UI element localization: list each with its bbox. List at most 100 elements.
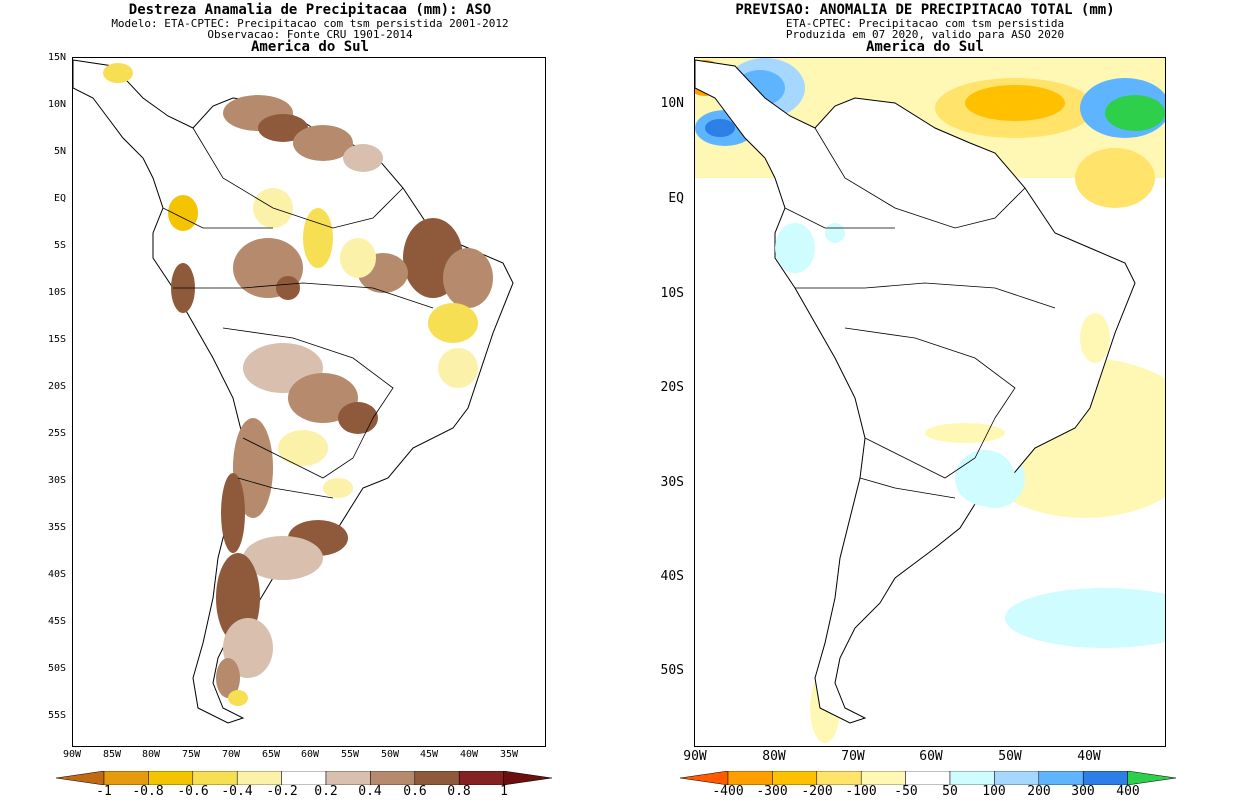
right-region-label: America do Sul xyxy=(865,39,984,55)
left-colorbar: -1 -0.8 -0.6 -0.4 -0.2 0.2 0.4 0.6 0.8 1 xyxy=(55,770,556,802)
left-colorbar-bin-3 xyxy=(192,770,238,786)
right-lat-10n: 10N xyxy=(660,96,684,111)
right-map xyxy=(694,57,1166,747)
right-colorbar-bin-3 xyxy=(816,770,862,786)
left-lat-eq: EQ xyxy=(53,193,66,204)
left-lon-80w: 80W xyxy=(141,749,161,760)
left-colorbar-bin-5 xyxy=(281,770,327,786)
right-cb-label-1: -400 xyxy=(712,784,744,799)
left-map xyxy=(72,57,546,747)
left-lat-5s: 5S xyxy=(53,240,66,251)
left-lon-35w: 35W xyxy=(499,749,519,760)
left-cb-label-10: 1 xyxy=(500,784,508,799)
left-lat-15n: 15N xyxy=(47,52,66,63)
right-lat-20s: 20S xyxy=(660,380,684,395)
negative-skill-areas xyxy=(103,63,478,706)
left-lat-30s: 30S xyxy=(47,475,66,486)
left-lat-10n: 10N xyxy=(47,99,66,110)
right-panel: PREVISAO: ANOMALIA DE PRECIPITACAO TOTAL… xyxy=(620,0,1240,802)
left-colorbar-bin-6 xyxy=(325,770,371,786)
right-title: PREVISAO: ANOMALIA DE PRECIPITACAO TOTAL… xyxy=(735,2,1115,18)
right-title-block: PREVISAO: ANOMALIA DE PRECIPITACAO TOTAL… xyxy=(660,2,1190,54)
land-anomaly-fields xyxy=(775,223,1110,506)
left-cb-label-5: -0.2 xyxy=(266,784,298,799)
left-colorbar-bin-7 xyxy=(370,770,416,786)
country-borders-right xyxy=(784,127,1056,499)
right-lat-50s: 50S xyxy=(660,663,684,678)
right-colorbar-bin-5 xyxy=(905,770,951,786)
left-cb-label-3: -0.6 xyxy=(177,784,209,799)
right-colorbar-bin-2 xyxy=(772,770,818,786)
left-lat-40s: 40S xyxy=(47,569,66,580)
right-colorbar-bin-1 xyxy=(727,770,773,786)
left-subtitle-model: Modelo: ETA-CPTEC: Precipitacao com tsm … xyxy=(111,17,509,30)
left-lon-60w: 60W xyxy=(300,749,320,760)
right-colorbar-bin-6 xyxy=(949,770,995,786)
right-colorbar-bin-8 xyxy=(1038,770,1084,786)
left-colorbar-bin-1 xyxy=(103,770,149,786)
left-colorbar-tri-left xyxy=(55,770,105,786)
right-colorbar-tri-left xyxy=(679,770,729,786)
left-lon-50w: 50W xyxy=(380,749,400,760)
right-lat-30s: 30S xyxy=(660,475,684,490)
country-borders-left xyxy=(162,127,434,499)
left-lat-55s: 55S xyxy=(47,710,66,721)
right-cb-label-8: 200 xyxy=(1027,784,1051,799)
left-colorbar-bin-8 xyxy=(414,770,460,786)
right-colorbar-svg xyxy=(679,770,1177,786)
left-lon-85w: 85W xyxy=(102,749,122,760)
left-lon-55w: 55W xyxy=(340,749,360,760)
left-cb-label-6: 0.2 xyxy=(314,784,338,799)
right-lon-70w: 70W xyxy=(841,749,865,764)
right-colorbar-bin-7 xyxy=(994,770,1040,786)
left-lon-45w: 45W xyxy=(419,749,439,760)
right-cb-label-2: -300 xyxy=(756,784,788,799)
right-map-svg xyxy=(695,58,1165,743)
left-subtitle-observation: Observacao: Fonte CRU 1901-2014 xyxy=(207,28,413,41)
right-subtitle-validity: Produzida em 07 2020, valido para ASO 20… xyxy=(785,28,1065,41)
left-lat-45s: 45S xyxy=(47,616,66,627)
left-cb-label-9: 0.8 xyxy=(447,784,471,799)
left-title: Destreza Anamalia de Precipitacaa (mm): … xyxy=(128,2,492,18)
right-lat-eq: EQ xyxy=(668,191,684,206)
right-lon-40w: 40W xyxy=(1077,749,1101,764)
left-colorbar-bin-9 xyxy=(458,770,504,786)
left-colorbar-bin-2 xyxy=(148,770,194,786)
left-lat-50s: 50S xyxy=(47,663,66,674)
right-lon-50w: 50W xyxy=(998,749,1022,764)
right-subtitle-model: ETA-CPTEC: Precipitacao com tsm persisti… xyxy=(785,17,1065,30)
south-america-land-right xyxy=(695,59,1136,724)
left-lat-5n: 5N xyxy=(53,146,66,157)
left-lat-20s: 20S xyxy=(47,381,66,392)
right-cb-label-9: 300 xyxy=(1071,784,1095,799)
left-lat-35s: 35S xyxy=(47,522,66,533)
right-colorbar-tri-right xyxy=(1127,770,1177,786)
left-lat-25s: 25S xyxy=(47,428,66,439)
left-cb-label-7: 0.4 xyxy=(358,784,382,799)
left-map-svg xyxy=(73,59,514,724)
right-cb-label-5: -50 xyxy=(894,784,918,799)
left-region-label: America do Sul xyxy=(250,39,369,55)
left-cb-label-4: -0.4 xyxy=(221,784,253,799)
right-lat-40s: 40S xyxy=(660,569,684,584)
right-lon-60w: 60W xyxy=(919,749,943,764)
right-cb-label-7: 100 xyxy=(982,784,1006,799)
left-colorbar-svg xyxy=(55,770,553,786)
left-cb-label-1: -1 xyxy=(96,784,112,799)
left-lon-70w: 70W xyxy=(221,749,241,760)
left-colorbar-bin-4 xyxy=(236,770,282,786)
right-colorbar-bin-9 xyxy=(1082,770,1128,786)
left-cb-label-8: 0.6 xyxy=(403,784,427,799)
left-colorbar-tri-right xyxy=(503,770,553,786)
left-lat-15s: 15S xyxy=(47,334,66,345)
left-lon-65w: 65W xyxy=(261,749,281,760)
right-colorbar: -400 -300 -200 -100 -50 50 100 200 300 4… xyxy=(679,770,1180,802)
right-lon-90w: 90W xyxy=(683,749,707,764)
positive-skill-areas xyxy=(171,95,493,698)
right-lon-80w: 80W xyxy=(762,749,786,764)
left-panel: Destreza Anamalia de Precipitacaa (mm): … xyxy=(0,0,600,802)
right-cb-label-3: -200 xyxy=(801,784,833,799)
right-cb-label-10: 400 xyxy=(1116,784,1140,799)
right-cb-label-4: -100 xyxy=(845,784,877,799)
left-lon-90w: 90W xyxy=(62,749,82,760)
